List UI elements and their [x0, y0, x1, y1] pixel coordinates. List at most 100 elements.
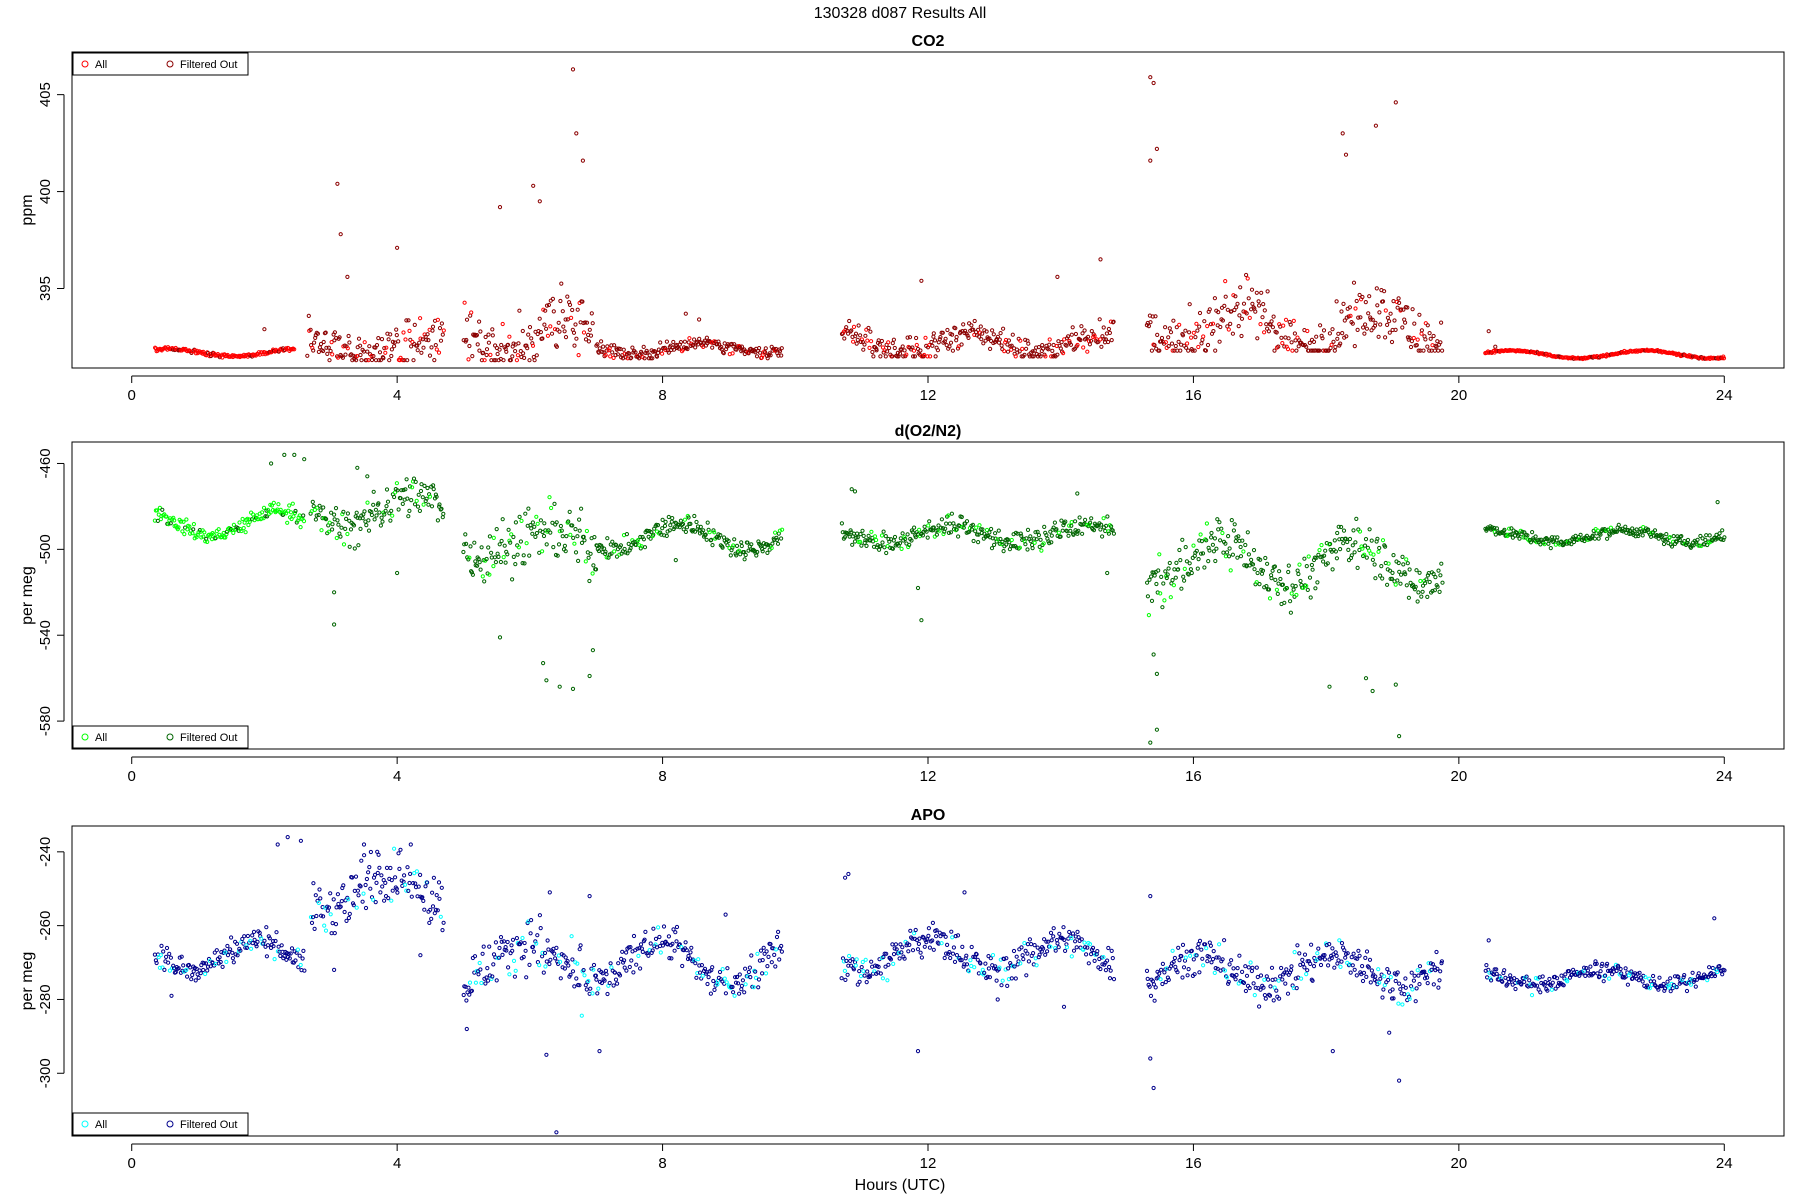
data-point [413, 479, 418, 484]
data-point [1492, 525, 1497, 531]
data-point [1668, 989, 1673, 994]
data-point [431, 875, 436, 880]
data-point [1011, 544, 1016, 549]
data-point [1598, 969, 1603, 974]
data-point [179, 954, 184, 959]
data-point [563, 955, 568, 960]
data-point [866, 533, 871, 539]
data-point [989, 546, 995, 551]
data-point [1688, 977, 1693, 982]
data-point [777, 349, 783, 354]
data-point [166, 522, 171, 527]
data-point [665, 942, 670, 947]
data-point [390, 888, 395, 893]
data-point [1306, 348, 1311, 353]
data-point [624, 950, 629, 955]
data-point [1362, 543, 1368, 548]
data-point [415, 348, 420, 353]
data-point [558, 959, 563, 965]
data-point [398, 496, 403, 501]
data-point [693, 345, 698, 350]
data-point [1236, 534, 1241, 539]
data-point [1258, 987, 1263, 992]
data-point [1334, 556, 1340, 561]
data-point [1230, 331, 1236, 336]
data-point [1292, 950, 1297, 955]
data-point [264, 925, 269, 930]
data-point [971, 327, 976, 332]
data-point [588, 551, 593, 556]
data-point [1370, 688, 1375, 694]
data-point [348, 527, 354, 532]
data-point [1207, 548, 1212, 553]
data-point [948, 955, 953, 961]
data-point [359, 858, 364, 863]
data-point [203, 961, 209, 966]
data-point [1351, 528, 1356, 533]
data-point [1014, 954, 1019, 959]
data-point [711, 528, 716, 533]
data-point [1185, 973, 1190, 978]
data-point [1398, 987, 1403, 992]
data-point [1407, 335, 1412, 340]
data-point [964, 962, 970, 967]
data-point [1075, 929, 1080, 935]
data-point [1255, 570, 1260, 576]
data-point [1036, 345, 1042, 350]
data-point [1271, 998, 1276, 1003]
data-point [1413, 999, 1418, 1004]
data-point [485, 966, 490, 971]
data-point [264, 954, 269, 959]
data-point [683, 311, 688, 316]
data-point [591, 563, 596, 568]
data-point [883, 964, 888, 969]
data-point [217, 955, 222, 960]
data-point [566, 963, 571, 968]
data-point [1217, 339, 1222, 344]
data-point [1669, 544, 1675, 549]
data-point [1314, 334, 1319, 339]
data-point [1145, 580, 1150, 585]
data-point [1436, 348, 1441, 353]
data-point [1366, 965, 1371, 970]
data-point [1020, 346, 1025, 351]
data-point [1210, 957, 1216, 962]
data-point [1052, 520, 1058, 525]
data-point [1167, 560, 1172, 566]
data-point [201, 967, 206, 973]
data-point [1257, 1004, 1262, 1009]
x-tick-label: 8 [658, 387, 666, 404]
data-point [1353, 540, 1358, 545]
data-point [1720, 528, 1725, 533]
data-point [746, 351, 751, 356]
data-point [1168, 595, 1173, 600]
data-point [1154, 671, 1160, 677]
data-point [974, 952, 979, 957]
data-point [531, 183, 536, 188]
data-point [1324, 348, 1329, 353]
data-point [1513, 986, 1518, 992]
data-point [1203, 348, 1209, 353]
data-point [1425, 323, 1430, 328]
data-point [1070, 325, 1075, 330]
data-point [1051, 934, 1056, 939]
data-point [1272, 564, 1278, 569]
legend-label: All [95, 1119, 107, 1131]
data-point [902, 956, 907, 961]
x-tick-label: 12 [920, 1155, 937, 1172]
data-point [1277, 569, 1282, 574]
data-point [418, 953, 423, 958]
data-point [1274, 587, 1280, 592]
data-point [358, 352, 363, 358]
data-point [1106, 529, 1111, 534]
data-point [1238, 554, 1244, 559]
data-point [540, 954, 545, 959]
data-point [1439, 959, 1445, 964]
data-point [864, 543, 869, 549]
data-point [1183, 328, 1188, 333]
data-point [905, 532, 910, 537]
data-point [1295, 943, 1300, 948]
data-point [1157, 552, 1162, 557]
